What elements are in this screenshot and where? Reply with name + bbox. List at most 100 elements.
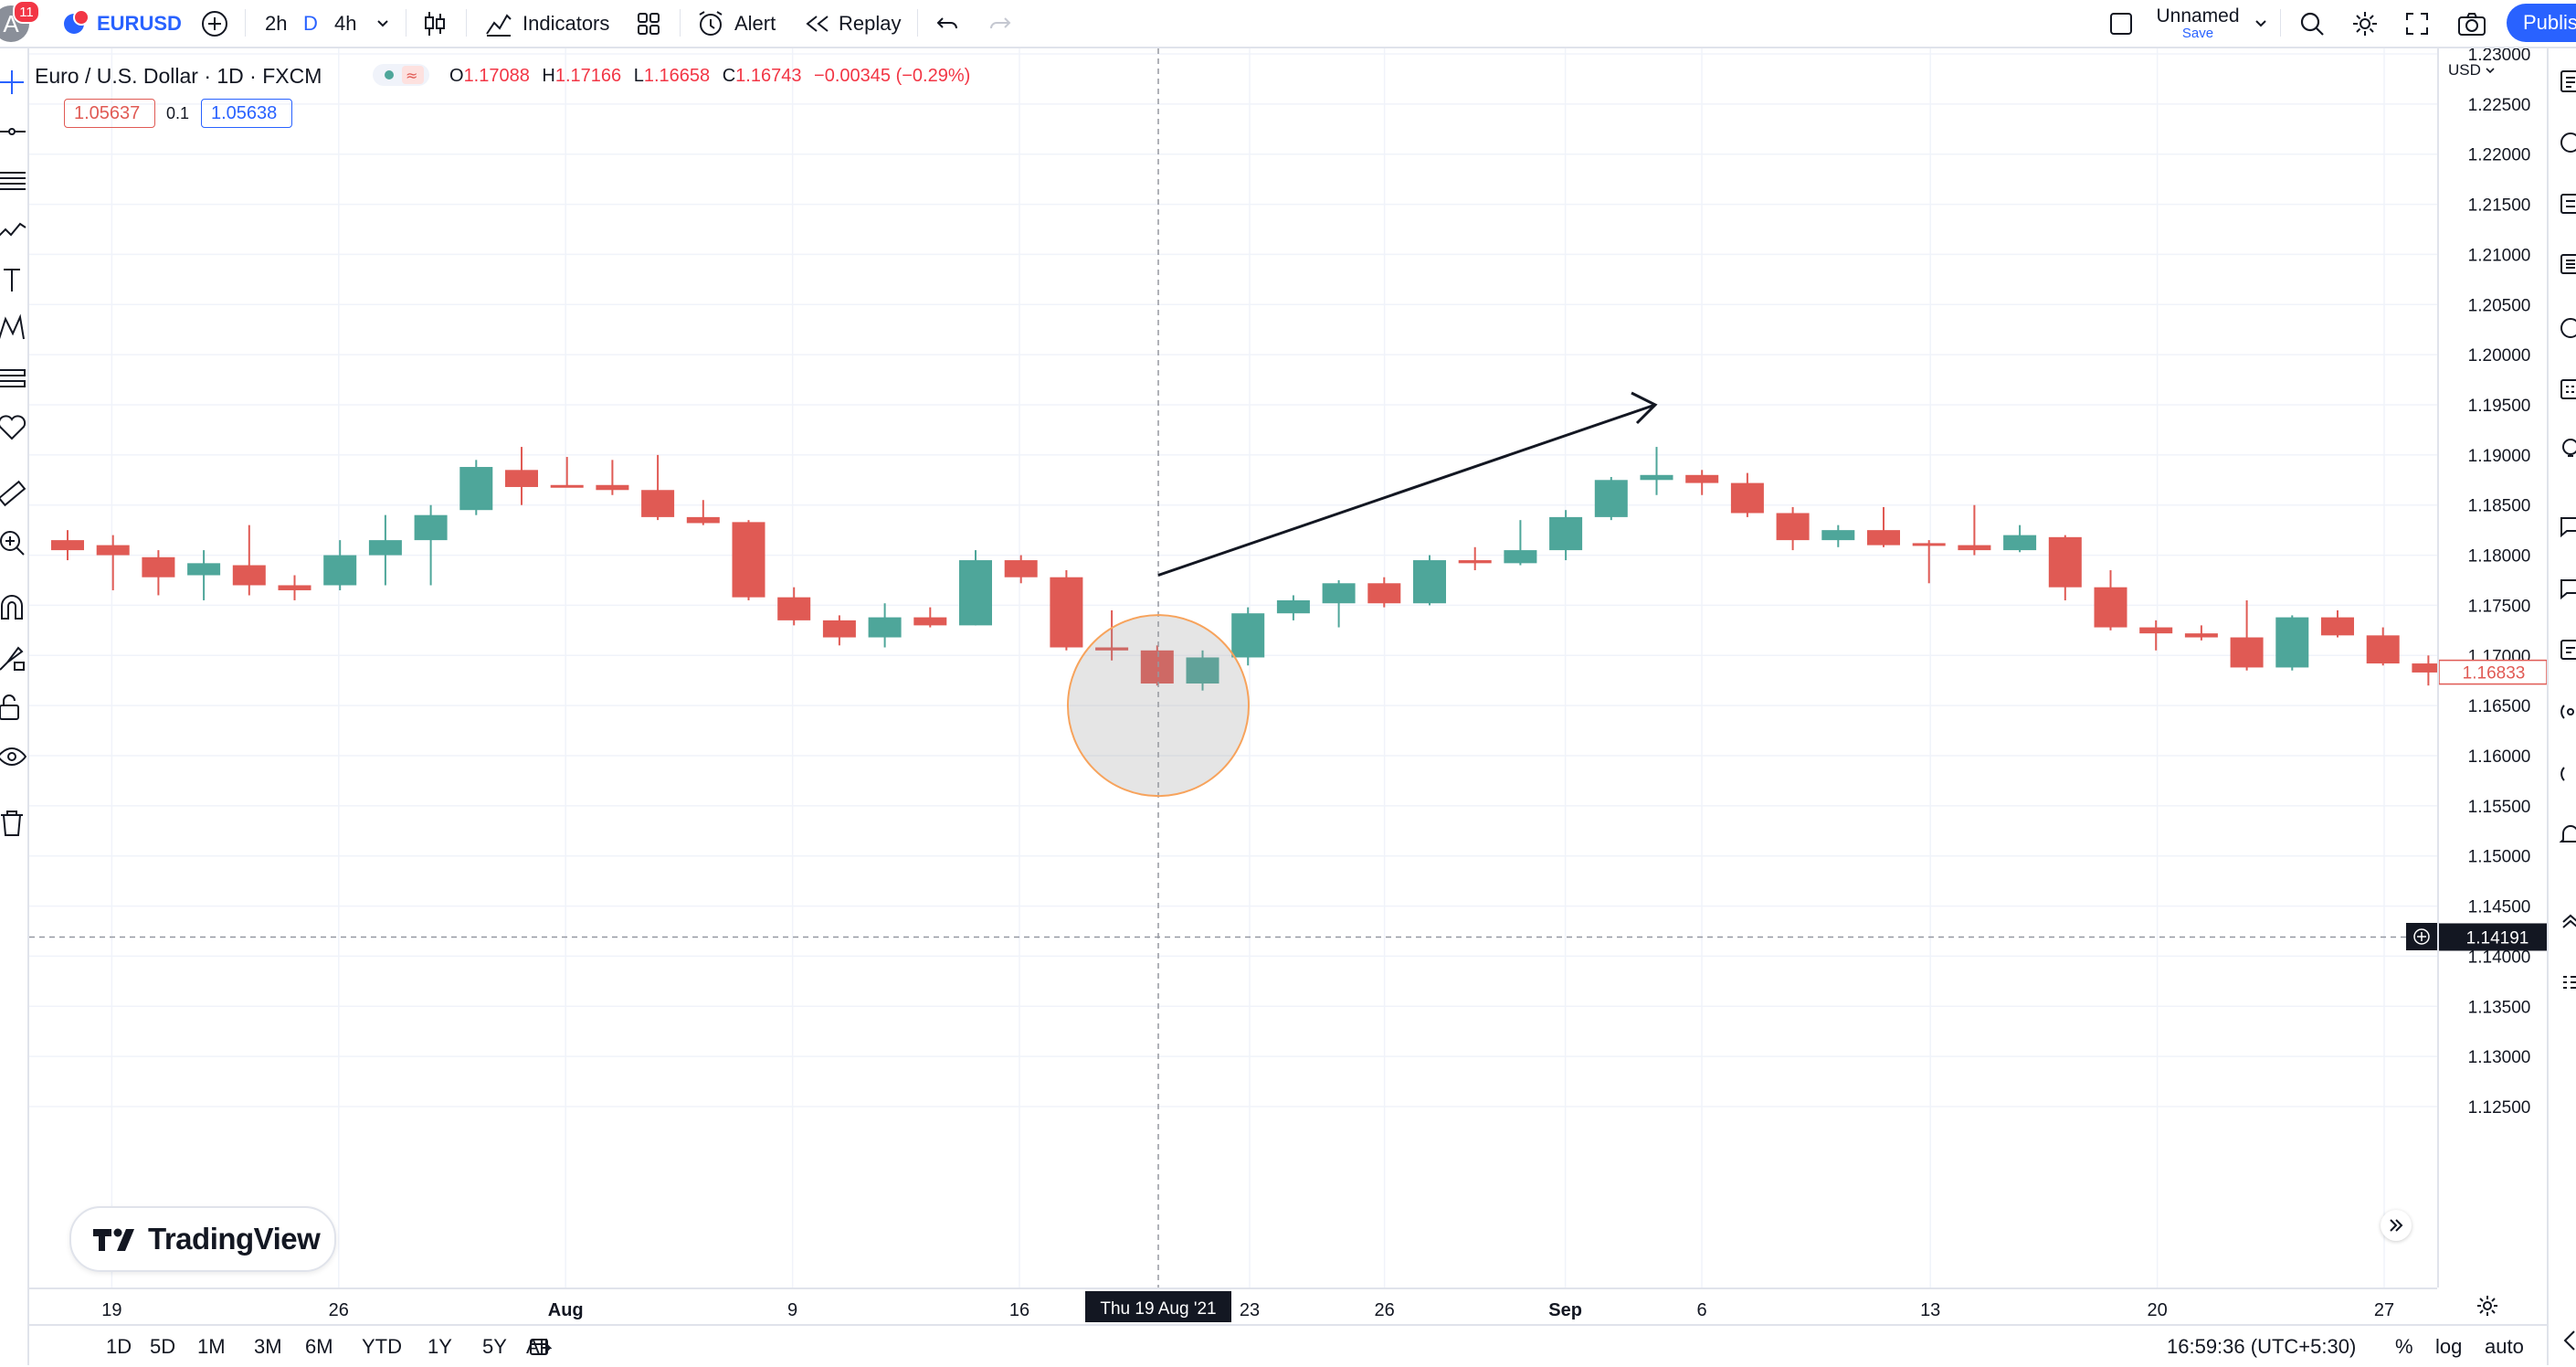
candle-body	[1140, 650, 1174, 684]
zoom-in-icon[interactable]	[0, 527, 27, 558]
interval-2h-button[interactable]: 2h	[265, 11, 288, 35]
candle-body	[868, 617, 902, 638]
watchlist-icon[interactable]	[2558, 69, 2576, 94]
symbol-search-button[interactable]: EURUSD	[97, 11, 182, 35]
data-window-icon[interactable]	[2558, 191, 2576, 217]
notes-icon[interactable]	[2558, 637, 2576, 662]
layout-name-button[interactable]: Unnamed Save	[2152, 0, 2243, 47]
add-alert-plus-icon[interactable]	[2406, 923, 2437, 951]
fib-tool-icon[interactable]	[0, 165, 27, 196]
text-tool-icon[interactable]	[0, 264, 27, 295]
crosshair-tool-icon[interactable]	[0, 67, 27, 98]
price-tick-label: 1.13000	[2468, 1048, 2531, 1067]
candles-icon[interactable]	[422, 0, 448, 47]
alerts-panel-icon[interactable]	[2558, 129, 2576, 154]
price-tick-label: 1.20500	[2468, 296, 2531, 315]
eye-icon[interactable]	[0, 741, 27, 772]
alert-button[interactable]: Alert	[696, 0, 776, 47]
chat-icon[interactable]	[2558, 513, 2576, 538]
interval-4h-button[interactable]: 4h	[334, 11, 357, 35]
chart-legend-title[interactable]: Euro / U.S. Dollar · 1D · FXCM	[35, 64, 322, 88]
range-6m-button[interactable]: 6M	[305, 1334, 333, 1358]
log-toggle[interactable]: log	[2435, 1334, 2463, 1358]
replay-button[interactable]: Replay	[804, 0, 901, 47]
price-scale[interactable]: 1.23000 1.22500 1.22000 1.21500 1.21000 1.205…	[2437, 46, 2548, 1288]
bottom-toolbar: 1D 5D 1M 3M 6M YTD 1Y 5Y All 16:59:36 (UTC+5:30)…	[29, 1324, 2547, 1367]
ruler-icon[interactable]	[0, 478, 27, 509]
trash-icon[interactable]	[0, 807, 27, 838]
hotlists-icon[interactable]	[2558, 251, 2576, 277]
time-tick-label: 20	[2147, 1300, 2167, 1320]
xabcd-tool-icon[interactable]	[0, 313, 27, 344]
add-symbol-icon[interactable]	[201, 0, 228, 47]
sell-price-button[interactable]: 1.05637	[64, 99, 155, 128]
replay-icon	[806, 15, 829, 32]
ideas-icon[interactable]	[2558, 436, 2576, 461]
collapse-panel-icon[interactable]	[2558, 1328, 2576, 1353]
gear-icon[interactable]	[2351, 0, 2379, 47]
signal-icon[interactable]	[2558, 761, 2576, 787]
candle-body	[323, 555, 357, 586]
notifications-icon[interactable]	[2558, 821, 2576, 847]
chart-settings-gear-icon[interactable]	[2476, 1294, 2499, 1322]
time-tick-label: 9	[787, 1300, 797, 1320]
magnet-icon[interactable]	[0, 593, 27, 624]
price-tick-label: 1.22500	[2468, 96, 2531, 115]
chevrons-up-icon[interactable]	[2558, 907, 2576, 933]
range-1m-button[interactable]: 1M	[197, 1334, 226, 1358]
projection-tool-icon[interactable]	[0, 363, 27, 394]
camera-icon[interactable]	[2457, 0, 2486, 47]
arrow-head	[1631, 391, 1658, 425]
pattern-tool-icon[interactable]	[0, 215, 27, 246]
fullscreen-icon[interactable]	[2404, 0, 2430, 47]
range-5d-button[interactable]: 5D	[150, 1334, 176, 1358]
candle-body	[1730, 482, 1764, 514]
heart-icon[interactable]	[0, 412, 27, 443]
price-tick-label: 1.16500	[2468, 697, 2531, 716]
lock-drawing-icon[interactable]	[0, 642, 27, 673]
range-3m-button[interactable]: 3M	[254, 1334, 282, 1358]
buy-price-button[interactable]: 1.05638	[201, 99, 292, 128]
range-5y-button[interactable]: 5Y	[482, 1334, 507, 1358]
candle-body	[1867, 530, 1900, 546]
indicators-icon	[486, 13, 512, 37]
search-icon[interactable]	[2298, 0, 2326, 47]
range-ytd-button[interactable]: YTD	[362, 1334, 402, 1358]
price-tick-label: 1.14500	[2468, 898, 2531, 917]
trend-line-tool-icon[interactable]	[0, 116, 27, 147]
publish-button[interactable]: Publish	[2507, 4, 2576, 42]
market-status-pill[interactable]: ≈	[373, 64, 429, 86]
streams-icon[interactable]	[2558, 575, 2576, 600]
interval-d-button[interactable]: D	[303, 11, 318, 35]
time-scale[interactable]: 19 26 Aug 9 16 23 26 Sep 6 13 20 27 Thu 19 Aug '21	[29, 1288, 2437, 1326]
auto-toggle[interactable]: auto	[2485, 1334, 2524, 1358]
layout-checkbox-icon[interactable]	[2108, 0, 2134, 47]
range-1y-button[interactable]: 1Y	[428, 1334, 452, 1358]
chart-pane[interactable]	[29, 48, 2437, 1288]
calendar-icon[interactable]	[2558, 376, 2576, 401]
redo-icon[interactable]	[987, 0, 1012, 47]
scroll-to-realtime-button[interactable]	[2381, 1210, 2412, 1241]
price-tick-label: 1.21000	[2468, 246, 2531, 265]
dom-icon[interactable]	[2558, 971, 2576, 997]
broadcast-icon[interactable]	[2558, 699, 2576, 725]
range-1d-button[interactable]: 1D	[106, 1334, 132, 1358]
user-avatar[interactable]: A 11	[0, 0, 40, 42]
lock-icon[interactable]	[0, 692, 27, 723]
chevron-down-icon[interactable]	[2253, 0, 2269, 47]
undo-icon[interactable]	[935, 0, 961, 47]
templates-icon[interactable]	[636, 0, 661, 47]
symbol-flag-secondary-icon	[73, 9, 90, 26]
chevron-down-icon[interactable]	[375, 0, 391, 47]
percent-toggle[interactable]: %	[2395, 1334, 2413, 1358]
currency-selector[interactable]: USD	[2448, 61, 2496, 79]
tradingview-logo[interactable]: TradingView	[69, 1206, 336, 1272]
indicators-button[interactable]: Indicators	[484, 0, 609, 47]
calendar-apple-icon[interactable]	[2558, 313, 2576, 339]
timezone-clock[interactable]: 16:59:36 (UTC+5:30)	[2167, 1334, 2357, 1358]
date-range-icon[interactable]	[528, 1335, 554, 1362]
price-tick-label: 1.16000	[2468, 747, 2531, 767]
candle-body	[1912, 543, 1946, 546]
candlestick-chart[interactable]	[29, 48, 2437, 1288]
save-label: Save	[2181, 25, 2214, 41]
